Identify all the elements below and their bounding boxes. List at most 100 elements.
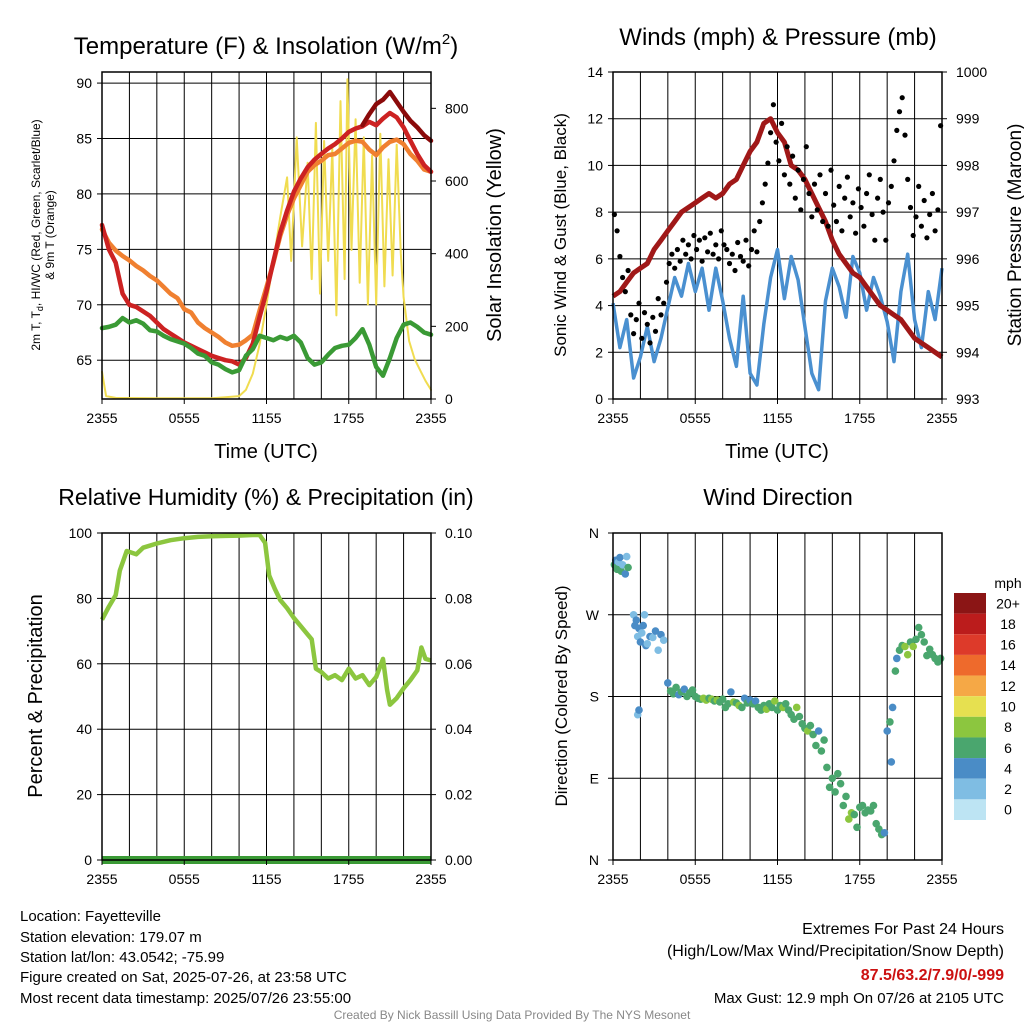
footer: Location: Fayetteville Station elevation… — [20, 908, 1004, 1022]
direction-point — [842, 792, 850, 801]
y-tick-label-left: 90 — [76, 75, 92, 91]
series-ta-line — [99, 315, 434, 378]
gust-point — [864, 190, 870, 197]
gust-point — [718, 228, 724, 234]
legend-swatch — [954, 613, 986, 635]
gust-point — [639, 335, 645, 341]
direction-point — [820, 736, 828, 744]
direction-point — [664, 679, 672, 687]
y-tick-label-left: 70 — [76, 297, 92, 313]
series-t2m-line — [99, 110, 434, 367]
direction-point — [616, 553, 624, 562]
direction-point — [806, 721, 815, 730]
direction-point — [825, 783, 834, 792]
gust-point — [896, 109, 903, 115]
gust-point — [806, 190, 812, 197]
humidity-title: Relative Humidity (%) & Precipitation (i… — [58, 484, 473, 510]
gust-point — [768, 130, 774, 136]
gust-point — [641, 310, 648, 316]
direction-point — [781, 700, 790, 708]
x-tick-label: 1155 — [762, 410, 792, 426]
direction-point — [817, 747, 826, 755]
direction-point — [823, 763, 831, 772]
series-wind-line — [611, 247, 944, 392]
latlon-text: Station lat/lon: 43.0542; -75.99 — [20, 949, 224, 966]
legend-label: 20+ — [996, 595, 1020, 611]
y-tick-label-left: 2 — [595, 344, 603, 360]
temperature-ylabel-left-line2: & 9m T (Orange) — [43, 190, 57, 280]
direction-point — [651, 627, 660, 635]
legend-label: 0 — [1004, 802, 1012, 818]
legend-label: 18 — [1000, 616, 1016, 632]
gust-point — [737, 253, 744, 260]
wind-direction-title: Wind Direction — [703, 484, 853, 510]
x-tick-label: 1155 — [251, 410, 281, 426]
wind-ylabel-left: Sonic Wind & Gust (Blue, Black) — [551, 113, 570, 357]
extremes-values: 87.5/63.2/7.9/0/-999 — [861, 967, 1004, 984]
direction-point — [727, 688, 735, 696]
direction-point — [814, 727, 823, 735]
gust-point — [828, 167, 834, 173]
gust-point — [798, 207, 804, 213]
gust-point — [661, 300, 667, 306]
gust-point — [817, 172, 823, 178]
gust-point — [809, 214, 815, 220]
gust-point — [628, 312, 634, 318]
gust-point — [666, 260, 672, 267]
gust-point — [861, 223, 867, 229]
gust-point — [705, 249, 711, 255]
legend-swatch — [954, 654, 986, 676]
y-tick-label-right: 1000 — [956, 64, 987, 80]
gust-point — [833, 218, 840, 225]
gust-point — [839, 228, 845, 234]
y-tick-label-left: 14 — [587, 64, 603, 80]
temperature-ylabel-right: Solar Insolation (Yellow) — [484, 128, 506, 342]
gust-point — [800, 176, 807, 182]
legend-swatch — [954, 716, 986, 738]
gust-point — [935, 207, 941, 213]
gust-point — [726, 260, 733, 267]
x-tick-label: 1155 — [251, 871, 281, 887]
legend-swatch — [954, 675, 986, 697]
elevation-text: Station elevation: 179.07 m — [20, 929, 202, 946]
gust-point — [776, 158, 782, 164]
speed-legend: mph 20+ 18 16 14 12 10 8 6 4 2 0 — [954, 575, 1022, 820]
legend-label: 16 — [1000, 637, 1016, 653]
direction-point — [659, 636, 668, 644]
gust-point — [866, 172, 872, 178]
gust-point — [748, 246, 755, 253]
y-tick-label-right: 0.10 — [445, 525, 472, 541]
gust-point — [735, 239, 741, 246]
legend-swatch — [954, 778, 986, 800]
gust-point — [721, 242, 727, 248]
direction-point — [869, 801, 878, 810]
credit-text: Created By Nick Bassill Using Data Provi… — [334, 1008, 691, 1022]
location-text: Location: Fayetteville — [20, 908, 161, 925]
gust-point — [927, 211, 933, 218]
gust-point — [880, 209, 886, 215]
y-tick-label-right: 400 — [445, 246, 469, 262]
gust-point — [647, 340, 653, 346]
legend-swatch — [954, 737, 986, 759]
gust-point — [820, 218, 826, 225]
wind-xlabel: Time (UTC) — [725, 441, 829, 463]
direction-point — [883, 727, 891, 735]
y-tick-label-direction: W — [586, 607, 600, 623]
direction-point — [654, 646, 662, 654]
gust-point — [929, 190, 936, 197]
series-rh-line — [100, 532, 432, 707]
direction-point — [636, 638, 645, 646]
gust-point — [765, 160, 771, 166]
gust-point — [691, 232, 697, 239]
y-tick-label-left: 40 — [76, 721, 92, 737]
gust-point — [822, 190, 829, 197]
wind-title: Winds (mph) & Pressure (mb) — [619, 24, 936, 51]
y-tick-label-left: 6 — [595, 251, 603, 267]
gust-point — [743, 237, 749, 243]
gust-point — [885, 200, 892, 206]
legend-label: 12 — [1000, 678, 1016, 694]
legend-swatch — [954, 634, 986, 655]
y-tick-label-right: 996 — [956, 251, 980, 267]
direction-point — [839, 801, 848, 810]
y-tick-label-left: 0 — [595, 391, 603, 407]
